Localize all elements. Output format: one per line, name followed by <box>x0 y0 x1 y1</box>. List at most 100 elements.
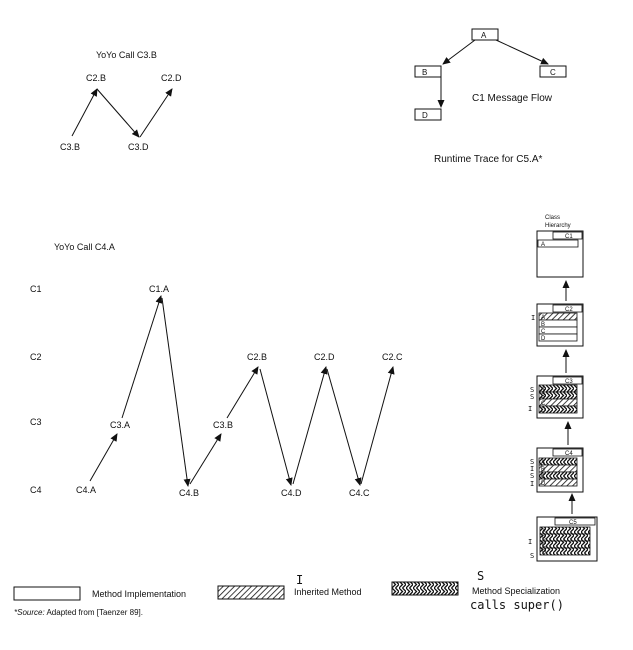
arrow-c4c-c2c <box>360 366 395 485</box>
legend-spec-label: Method Specialization <box>472 586 560 596</box>
class-c3-mark-1: S <box>530 386 534 394</box>
flow-box-d <box>414 108 442 121</box>
class-c5-mark-2: S <box>530 552 534 560</box>
node-c3b-c3d: C3.D <box>128 142 149 152</box>
flow-box-c <box>539 65 567 78</box>
class-c2-mark-i: I <box>531 314 535 322</box>
legend-inherited-mark: I <box>296 573 303 587</box>
legend-handwritten-note: calls super() <box>470 598 564 612</box>
level-c2: C2 <box>30 352 42 362</box>
class-c3-mark-3: I <box>528 405 532 413</box>
node-c3b-c3b: C3.B <box>60 142 80 152</box>
level-c3: C3 <box>30 417 42 427</box>
class-c1: C1 A <box>536 230 584 278</box>
hierarchy-title-line2: Hierarchy <box>545 223 571 229</box>
legend-impl-label: Method Implementation <box>92 589 186 599</box>
level-c4: C4 <box>30 485 42 495</box>
arrow-c4d-c2d <box>292 366 328 485</box>
arrow-c4a-c3a <box>89 433 118 482</box>
runtime-trace-caption: Runtime Trace for C5.A* <box>434 154 542 165</box>
node-c3a: C3.A <box>110 420 130 430</box>
node-c4d: C4.D <box>281 488 302 498</box>
class-c3-method-d <box>538 405 578 414</box>
class-c2-label: C2 <box>565 307 573 313</box>
class-c4: C4 A B C D S I S I <box>530 447 584 493</box>
class-c3-method-a-label: A <box>541 387 545 393</box>
flow-box-b <box>414 65 442 78</box>
flow-box-c-label: C <box>550 68 556 77</box>
class-c1-label: C1 <box>565 234 573 240</box>
arrow-c3b-to-c2b <box>71 88 98 137</box>
node-c2d: C2.D <box>314 352 335 362</box>
arrow-c2d-c4c <box>326 368 362 486</box>
message-flow-caption: C1 Message Flow <box>472 93 553 104</box>
class-c4-label: C4 <box>565 451 573 457</box>
class-c5-method-b-label: B <box>542 536 546 542</box>
node-c4a: C4.A <box>76 485 96 495</box>
class-c4-mark-4: I <box>530 480 534 488</box>
class-c5-method-a <box>539 526 591 535</box>
class-c4-mark-1: S <box>530 458 534 466</box>
class-c3-mark-2: S <box>530 393 534 401</box>
class-c1-method-a-label: A <box>541 242 545 248</box>
legend-spec-mark: S <box>477 569 484 583</box>
class-hierarchy: Class Hierarchy C1 A C2 A B C D I <box>528 215 598 562</box>
arrow-c3b-c2b <box>226 366 259 419</box>
node-c2b: C2.B <box>247 352 267 362</box>
class-c5-method-a-label: A <box>542 529 546 535</box>
arrow-c2b-to-c3d <box>96 88 140 138</box>
class-c3-label: C3 <box>565 379 573 385</box>
class-c5-method-c-label: C <box>542 543 547 549</box>
class-c4-method-c-label: C <box>541 474 546 480</box>
class-c2-method-b-label: B <box>541 322 545 328</box>
class-c5: C5 A B C D I S <box>528 516 598 562</box>
legend: Method Implementation I Inherited Method… <box>13 569 564 617</box>
source-note: *Source: Adapted from [Taenzer 89]. <box>14 608 143 617</box>
class-c5-method-b <box>539 533 591 542</box>
legend-inherited-label: Inherited Method <box>294 587 362 597</box>
class-c2-method-d <box>538 333 578 342</box>
class-c4-mark-2: I <box>530 465 534 473</box>
legend-spec-swatch <box>391 581 459 596</box>
class-c2: C2 A B C D I <box>531 303 584 347</box>
class-c5-method-c <box>539 540 591 549</box>
node-c2c: C2.C <box>382 352 403 362</box>
hierarchy-title-line1: Class <box>545 215 560 221</box>
class-c5-label: C5 <box>569 520 577 526</box>
legend-impl-swatch <box>13 586 81 601</box>
class-c3-method-c-label: C <box>541 401 546 407</box>
node-c4b: C4.B <box>179 488 199 498</box>
class-c4-method-a-label: A <box>541 460 545 466</box>
node-c3b: C3.B <box>213 420 233 430</box>
class-c2-method-c-label: C <box>541 329 546 335</box>
class-c5-mark-1: I <box>528 538 532 546</box>
flow-box-b-label: B <box>422 68 427 77</box>
yoyo-c4a-title: YoYo Call C4.A <box>54 242 115 252</box>
arrow-c4b-c3b <box>189 433 222 485</box>
arrow-c2b-c4d <box>259 368 293 486</box>
class-c2-method-d-label: D <box>541 336 546 342</box>
arrow-c3a-c1a <box>121 295 163 419</box>
flow-box-a <box>471 28 499 41</box>
source-text: Adapted from [Taenzer 89]. <box>45 608 143 617</box>
yoyo-c3b-diagram: YoYo Call C3.B C2.B C2.D C3.B C3.D <box>60 50 182 152</box>
class-c3-method-b-label: B <box>541 394 545 400</box>
class-c4-method-b-label: B <box>541 467 545 473</box>
legend-inherited-swatch <box>217 585 285 600</box>
class-c4-method-d <box>538 478 578 487</box>
node-c4c: C4.C <box>349 488 370 498</box>
yoyo-c3b-title: YoYo Call C3.B <box>96 50 157 60</box>
arrow-c3d-to-c2d <box>139 88 173 138</box>
node-c1a: C1.A <box>149 284 169 294</box>
class-c5-method-d <box>539 547 591 556</box>
yoyo-c4a-diagram: YoYo Call C4.A C1 C2 C3 C4 C1.A C2.B C2.… <box>30 242 403 498</box>
class-c2-method-a-label: A <box>541 315 545 321</box>
class-c5-method-d-label: D <box>542 550 547 556</box>
class-c1-method-a <box>537 239 579 248</box>
source-prefix: *Source: <box>14 608 45 617</box>
class-c4-method-d-label: D <box>541 481 546 487</box>
flow-arrow-a-b <box>442 39 476 65</box>
flow-arrow-a-c <box>495 39 549 65</box>
node-c3b-c2b: C2.B <box>86 73 106 83</box>
